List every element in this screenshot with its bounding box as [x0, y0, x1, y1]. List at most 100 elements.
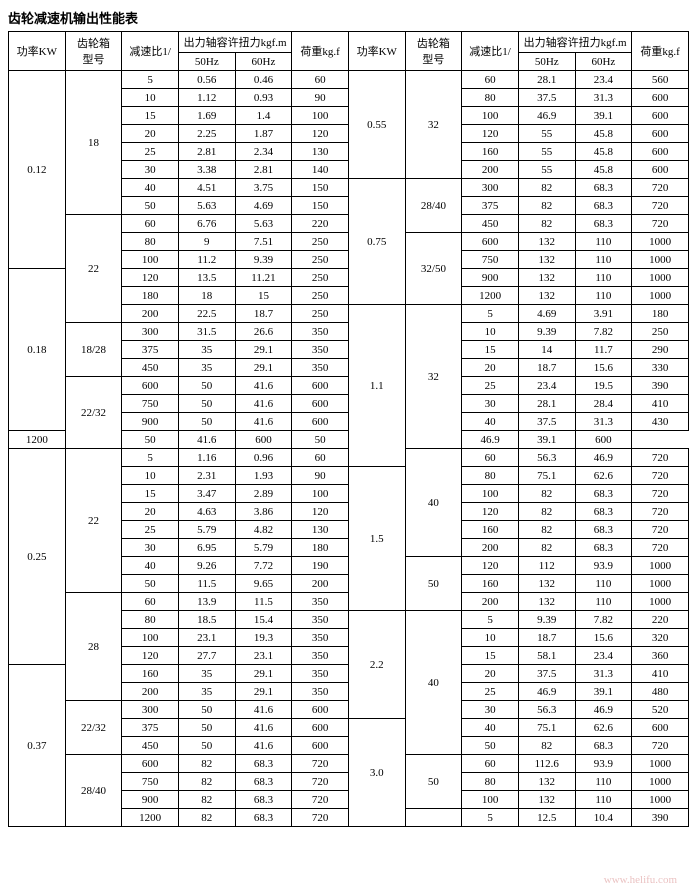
- cell-model: 28/40: [405, 179, 462, 233]
- cell: 600: [632, 161, 689, 179]
- cell-power: 1.1: [348, 305, 405, 467]
- cell: 75.1: [518, 467, 575, 485]
- hdr-load: 荷重kg.f: [292, 32, 349, 71]
- cell: 250: [292, 287, 349, 305]
- cell: 3.91: [575, 305, 632, 323]
- cell: 720: [632, 503, 689, 521]
- cell: 31.3: [575, 665, 632, 683]
- cell: 100: [462, 107, 519, 125]
- cell: 600: [575, 431, 632, 449]
- cell: 1.12: [178, 89, 235, 107]
- cell: 10: [462, 629, 519, 647]
- cell: 18.7: [518, 629, 575, 647]
- cell: 80: [462, 89, 519, 107]
- cell: 31.3: [575, 413, 632, 431]
- cell: 56.3: [518, 449, 575, 467]
- cell: 40: [462, 719, 519, 737]
- cell: 50: [178, 395, 235, 413]
- cell: 375: [122, 719, 179, 737]
- cell: 82: [518, 197, 575, 215]
- cell: 350: [292, 323, 349, 341]
- cell: 50: [178, 737, 235, 755]
- cell: 68.3: [575, 539, 632, 557]
- cell: 110: [575, 791, 632, 809]
- cell: 39.1: [575, 683, 632, 701]
- cell: 11.2: [178, 251, 235, 269]
- cell: 6.76: [178, 215, 235, 233]
- cell: 130: [292, 143, 349, 161]
- cell: 50: [122, 575, 179, 593]
- cell: 62.6: [575, 719, 632, 737]
- cell: 7.51: [235, 233, 292, 251]
- hdr-60hz: 60Hz: [235, 53, 292, 71]
- cell: 15: [462, 647, 519, 665]
- cell: 82: [178, 809, 235, 827]
- cell: 120: [462, 503, 519, 521]
- cell: 100: [462, 485, 519, 503]
- cell: 68.3: [235, 791, 292, 809]
- cell: 120: [462, 557, 519, 575]
- cell: 35: [178, 665, 235, 683]
- cell: 160: [462, 143, 519, 161]
- cell: 31.3: [575, 89, 632, 107]
- table-title: 齿轮减速机输出性能表: [8, 8, 689, 27]
- cell: 80: [462, 773, 519, 791]
- cell: 14: [518, 341, 575, 359]
- cell: 600: [632, 719, 689, 737]
- cell: 6.95: [178, 539, 235, 557]
- cell: 4.51: [178, 179, 235, 197]
- cell: 120: [292, 503, 349, 521]
- cell: 11.5: [178, 575, 235, 593]
- cell: 1.69: [178, 107, 235, 125]
- cell: 1.93: [235, 467, 292, 485]
- cell: 3.38: [178, 161, 235, 179]
- cell: 5.79: [178, 521, 235, 539]
- cell: 40: [122, 557, 179, 575]
- cell: 68.3: [575, 737, 632, 755]
- cell: 41.6: [235, 413, 292, 431]
- hdr-50hz-r: 50Hz: [518, 53, 575, 71]
- cell-power: 0.37: [9, 665, 66, 827]
- cell: 75.1: [518, 719, 575, 737]
- cell: 390: [632, 809, 689, 827]
- cell: 450: [122, 359, 179, 377]
- cell: 0.96: [235, 449, 292, 467]
- cell: 180: [632, 305, 689, 323]
- hdr-power-r: 功率KW: [348, 32, 405, 71]
- cell: 160: [462, 521, 519, 539]
- cell: 1200: [462, 287, 519, 305]
- cell: 900: [122, 791, 179, 809]
- cell: 3.86: [235, 503, 292, 521]
- cell: 200: [122, 305, 179, 323]
- hdr-torque: 出力轴容许扭力kgf.m: [178, 32, 291, 53]
- cell: 375: [122, 341, 179, 359]
- cell: 200: [122, 683, 179, 701]
- cell-model: 50: [405, 557, 462, 611]
- cell: 68.3: [575, 521, 632, 539]
- cell: 56.3: [518, 701, 575, 719]
- cell: 190: [292, 557, 349, 575]
- cell: 3.75: [235, 179, 292, 197]
- cell-power: 2.2: [348, 611, 405, 719]
- cell: 720: [632, 539, 689, 557]
- cell: 9.26: [178, 557, 235, 575]
- cell: 29.1: [235, 665, 292, 683]
- cell: 11.7: [575, 341, 632, 359]
- cell-model: 28: [65, 593, 122, 701]
- cell: 13.5: [178, 269, 235, 287]
- cell: 27.7: [178, 647, 235, 665]
- cell: 62.6: [575, 467, 632, 485]
- cell: 15.6: [575, 629, 632, 647]
- cell: 200: [462, 161, 519, 179]
- cell: 18.5: [178, 611, 235, 629]
- cell: 45.8: [575, 143, 632, 161]
- cell: 68.3: [235, 809, 292, 827]
- cell: 1000: [632, 251, 689, 269]
- cell: 300: [122, 701, 179, 719]
- cell: 30: [462, 701, 519, 719]
- cell-power: 0.75: [348, 179, 405, 305]
- cell-model: 32: [405, 305, 462, 449]
- cell: 82: [518, 485, 575, 503]
- cell: 82: [518, 179, 575, 197]
- cell: 5: [462, 809, 519, 827]
